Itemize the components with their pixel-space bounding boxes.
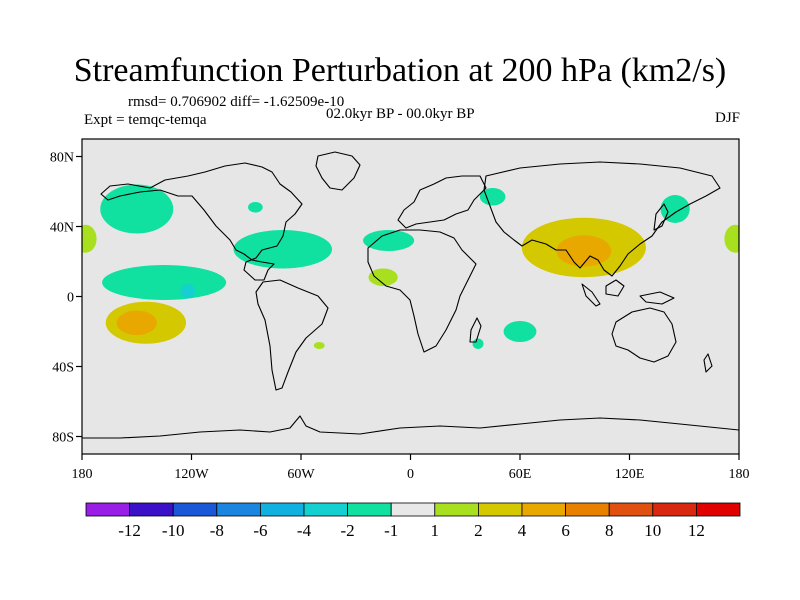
y-tick-label: 40N [50,221,74,236]
anomaly-south-indian-negative [503,321,537,342]
x-tick-label: 120E [615,467,645,482]
colorbar-label: -12 [118,521,141,540]
coastline-australia [611,307,677,363]
anomaly-south-pacific-core [116,310,157,335]
colorbar-label: -4 [297,521,312,540]
anomaly-mozambique-negative [472,338,484,349]
anomaly-great-lakes-negative [248,202,263,213]
colorbar-swatch [477,502,523,517]
colorbar-swatch [172,502,218,517]
x-tick-label: 60W [287,467,315,482]
colorbar-label: 6 [561,521,570,540]
coastline-greenland [315,151,361,191]
coastline-asia [483,161,721,277]
colorbar-swatch [434,502,479,517]
y-tick-label: 80S [52,431,74,446]
coastline-japan [653,203,669,231]
x-tick-label: 180 [729,467,750,482]
anomaly-asia-core [556,235,612,267]
colorbar-label: 4 [518,521,527,540]
colorbar-label: 10 [644,521,661,540]
y-tick-label: 80N [50,151,74,166]
coastline-new-zealand [703,353,713,373]
coastline-layer [82,151,739,439]
colorbar-swatch [696,502,741,517]
x-tick-label: 180 [72,467,93,482]
colorbar-label: 8 [605,521,614,540]
colorbar-label: -10 [162,521,185,540]
colorbar-swatch [347,502,392,517]
anomaly-brazil-positive [313,342,325,349]
anomaly-caribbean-negative [233,230,333,269]
anomaly-west-dateline-positive [82,224,97,253]
anomaly-atlantic-negative [363,230,415,251]
coastline-new-guinea [639,291,675,305]
coastline-sumatra [581,283,601,307]
coastline-borneo [605,279,625,297]
colorbar-swatch [652,502,697,517]
anomaly-west-africa-positive [368,268,398,286]
colorbar-swatch [259,502,305,517]
season-annotation: DJF [714,110,740,126]
x-tick-label: 120W [174,467,209,482]
colorbar-label: 12 [688,521,705,540]
colorbar-label: -2 [341,521,355,540]
colorbar-swatch [129,502,174,517]
coastline-south-america [255,279,329,391]
colorbar-label: 1 [431,521,440,540]
anomaly-japan-negative [660,195,690,223]
y-tick-label: 0 [67,291,74,306]
coastline-madagascar [469,317,482,343]
colorbar-swatch [216,502,261,517]
anomaly-north-pacific-negative [100,184,174,234]
period-annotation: 02.0kyr BP - 00.0kyr BP [326,106,475,122]
anomaly-central-pacific-core [180,284,196,299]
experiment-annotation: Expt = temqc-temqa [84,112,207,128]
colorbar-swatch [303,502,348,517]
x-tick-label: 0 [407,467,414,482]
colorbar-swatch [390,502,436,517]
x-tick-label: 60E [509,467,532,482]
anomaly-central-pacific-negative [102,265,227,300]
colorbar-swatch [85,502,130,517]
coastline-europe [397,175,487,229]
coastline-north-america [100,162,303,281]
colorbar-swatch [608,502,654,517]
colorbar-swatch [565,502,610,517]
tick-layer: 180 120W 60W 0 60E 120E 180 80N 40N 0 40S 80S [50,151,750,483]
colorbar-label: -8 [210,521,224,540]
colorbar-label: 2 [474,521,483,540]
anomaly-north-caspian-negative [479,188,506,206]
colorbar-label: -1 [384,521,398,540]
colorbar-label: -6 [253,521,267,540]
chart-title: Streamfunction Perturbation at 200 hPa (… [73,52,727,89]
colorbar-swatch [521,502,566,517]
coastline-antarctica [82,415,739,439]
y-tick-label: 40S [52,361,74,376]
anomaly-east-dateline-positive [724,224,739,253]
coastline-africa [367,229,477,353]
rmsd-annotation: rmsd= 0.706902 diff= -1.62509e-10 [128,94,345,110]
colorbar: -12 -10 -8 -6 -4 -2 -1 1 2 4 6 8 10 12 [85,502,741,540]
anomaly-layer [82,184,739,349]
